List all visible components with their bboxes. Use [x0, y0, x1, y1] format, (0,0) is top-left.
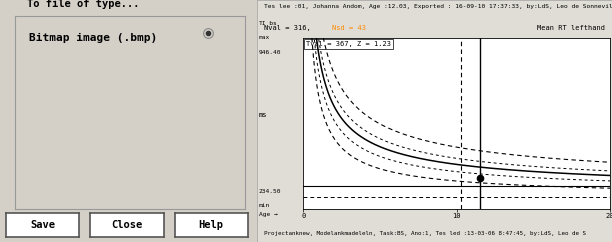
Text: Mean RT lefthand: Mean RT lefthand — [537, 25, 605, 31]
Text: ms: ms — [259, 112, 267, 118]
Text: Tes lee :01, Johanna Andom, Age :12.03, Exported : 16-09-10 17:37:33, by:LdS, Le: Tes lee :01, Johanna Andom, Age :12.03, … — [264, 4, 612, 9]
Text: TI_bs: TI_bs — [259, 21, 278, 26]
Text: Age →: Age → — [259, 212, 278, 217]
Text: min: min — [259, 203, 270, 208]
Text: Nval = 316,: Nval = 316, — [264, 25, 315, 31]
Text: Close: Close — [111, 220, 143, 230]
Text: 946.40: 946.40 — [259, 50, 282, 55]
Text: Nsd = 43: Nsd = 43 — [332, 25, 365, 31]
Text: To file of type...: To file of type... — [27, 0, 140, 9]
Text: max: max — [259, 35, 270, 40]
Text: Projectanknew, Modelankmadeleln, Task:BS, Ano:1, Tes led :13-03-06 8:47:45, by:L: Projectanknew, Modelankmadeleln, Task:BS… — [264, 231, 586, 236]
Text: 234.50: 234.50 — [259, 189, 282, 194]
Text: Help: Help — [199, 220, 224, 230]
Text: Save: Save — [30, 220, 55, 230]
Text: Tval = 367, Z = 1.23: Tval = 367, Z = 1.23 — [306, 41, 391, 47]
Text: Bitmap image (.bmp): Bitmap image (.bmp) — [29, 33, 157, 43]
